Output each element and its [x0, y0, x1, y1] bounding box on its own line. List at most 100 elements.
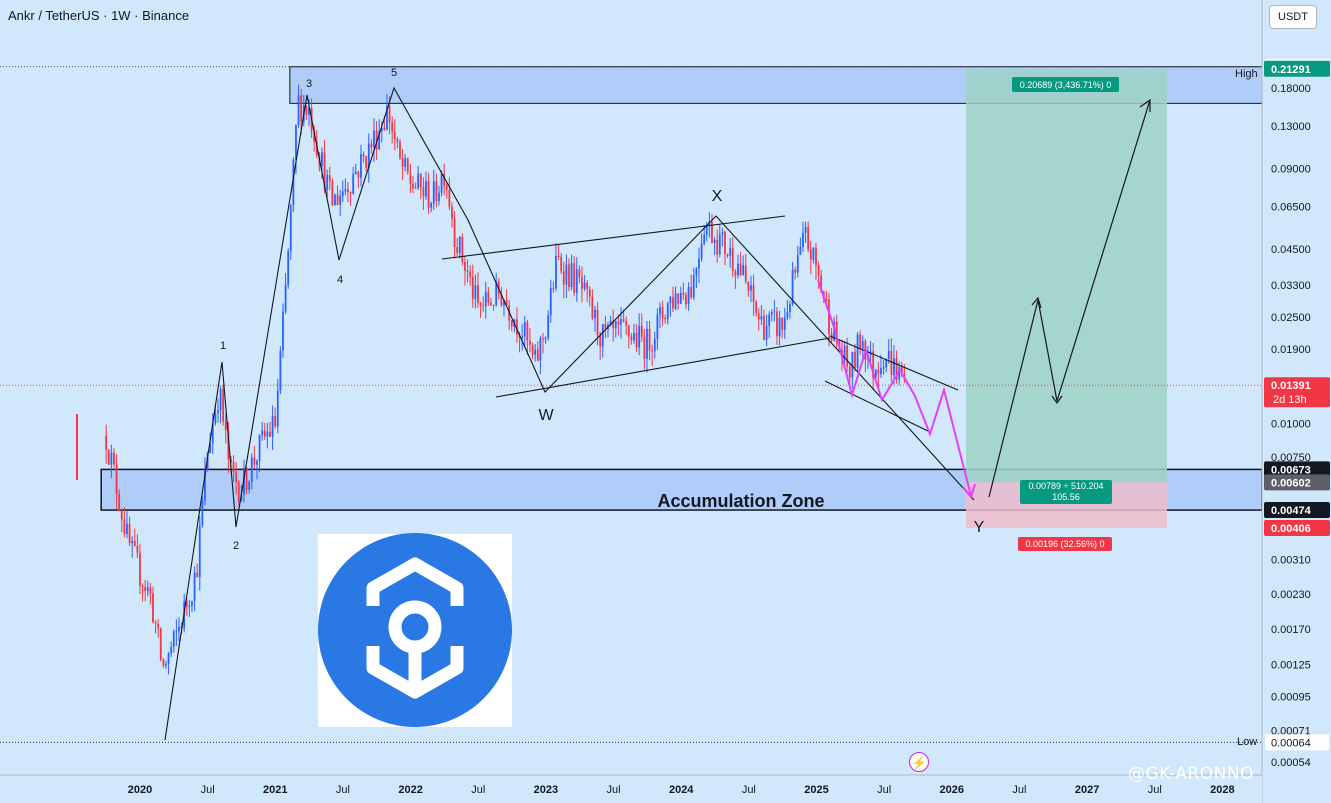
- price-tick: 0.00054: [1271, 757, 1311, 769]
- candle-body: [778, 317, 781, 337]
- candle-body: [729, 247, 732, 256]
- candle-body: [227, 430, 230, 460]
- low-price-value: 0.00064: [1271, 737, 1311, 749]
- lightning-bolt-icon[interactable]: ⚡: [909, 752, 929, 772]
- candle-body: [287, 251, 290, 285]
- time-tick: Jul: [877, 784, 891, 796]
- candle-body: [763, 316, 765, 340]
- candle-body: [755, 301, 758, 314]
- entry-label-bg: [1020, 480, 1112, 504]
- candle-body: [193, 572, 196, 601]
- forecast-arrowhead: [1139, 98, 1151, 112]
- candle-body: [440, 173, 443, 193]
- candle-body: [843, 345, 846, 359]
- candle-body: [599, 335, 602, 347]
- candle-body: [851, 351, 854, 378]
- candle-body: [453, 218, 456, 247]
- candle-body: [804, 227, 807, 233]
- candle-body: [323, 152, 326, 190]
- price-tick: 0.00125: [1271, 660, 1311, 672]
- candle-body: [716, 239, 719, 255]
- candle-body: [887, 350, 890, 359]
- candle-body: [692, 275, 695, 298]
- candle-body: [152, 593, 154, 623]
- candle-body: [757, 313, 760, 320]
- candle-body: [490, 302, 492, 305]
- candle-body: [162, 659, 165, 666]
- candle-body: [674, 293, 677, 309]
- candle-body: [664, 317, 667, 320]
- candle-body: [256, 460, 258, 465]
- wave-label-w: W: [538, 407, 554, 424]
- candle-body: [445, 185, 448, 190]
- candle-body: [586, 282, 589, 290]
- candle-body: [344, 189, 347, 192]
- candle-body: [711, 221, 713, 244]
- target-label: 0.20689 (3,436.71%) 0: [1020, 80, 1112, 90]
- candle-body: [833, 321, 836, 341]
- candle-body: [123, 519, 126, 534]
- candle-body: [877, 369, 880, 375]
- wave-label-5: 5: [391, 67, 397, 79]
- target-label-bg: [1012, 77, 1119, 92]
- candle-body: [399, 141, 401, 159]
- entry-label-line2: 105.56: [1052, 492, 1080, 502]
- price-tick: 0.00071: [1271, 725, 1311, 737]
- time-tick: 2020: [128, 784, 152, 796]
- reference-lines: [0, 66, 1262, 743]
- candle-body: [321, 152, 323, 167]
- candle-body: [313, 131, 316, 142]
- candle-body: [796, 254, 799, 273]
- candle-body: [409, 172, 412, 185]
- candle-body: [770, 312, 773, 315]
- candle-body: [209, 443, 212, 453]
- symbol-title[interactable]: Ankr / TetherUS · 1W · Binance: [8, 8, 190, 23]
- candle-body: [419, 173, 422, 187]
- candle-body: [544, 337, 547, 340]
- candle-body: [258, 434, 261, 461]
- candle-body: [617, 321, 620, 325]
- candle-body: [378, 131, 381, 150]
- candle-body: [300, 95, 303, 122]
- candle-body: [435, 181, 438, 202]
- candle-body: [570, 263, 573, 288]
- time-tick: 2024: [669, 784, 694, 796]
- channel-lower-line: [495, 337, 831, 398]
- candle-body: [521, 336, 524, 338]
- candle-body: [627, 325, 630, 337]
- candle-body: [700, 243, 703, 259]
- candle-body: [204, 469, 206, 501]
- time-tick: Jul: [471, 784, 485, 796]
- candle-body: [360, 154, 362, 178]
- candle-body: [789, 304, 791, 313]
- price-tick: 0.09000: [1271, 164, 1311, 176]
- candle-body: [240, 494, 243, 501]
- candle-body: [768, 314, 771, 326]
- candle-body: [510, 320, 513, 327]
- price-axis[interactable]: 0.18000 0.13000 0.09000 0.06500 0.04500 0.033…: [1261, 0, 1331, 803]
- candle-body: [534, 349, 537, 355]
- candle-body: [575, 269, 578, 293]
- candle-body: [848, 366, 851, 378]
- currency-scale-button[interactable]: USDT: [1269, 5, 1317, 29]
- candle-body: [760, 316, 763, 320]
- candle-body: [219, 389, 222, 411]
- candle-body: [505, 300, 508, 306]
- candle-body: [477, 285, 479, 303]
- candle-body: [170, 646, 173, 654]
- candle-body: [263, 430, 266, 437]
- price-badge: 0.01391: [1271, 380, 1311, 392]
- candle-body: [362, 154, 365, 157]
- candle-body: [539, 338, 542, 361]
- candle-body: [279, 350, 282, 391]
- price-tick: 0.00095: [1271, 691, 1311, 703]
- time-axis[interactable]: 2020 Jul 2021 Jul 2022 Jul 2023 Jul 2024 Jul 2025 J…: [0, 774, 1262, 803]
- wedge-lower-line: [824, 380, 931, 433]
- candle-body: [809, 249, 812, 260]
- candle-body: [157, 623, 160, 629]
- candle-body: [825, 299, 828, 301]
- candle-body: [339, 195, 342, 205]
- candle-body: [687, 287, 690, 305]
- candle-body: [721, 232, 724, 235]
